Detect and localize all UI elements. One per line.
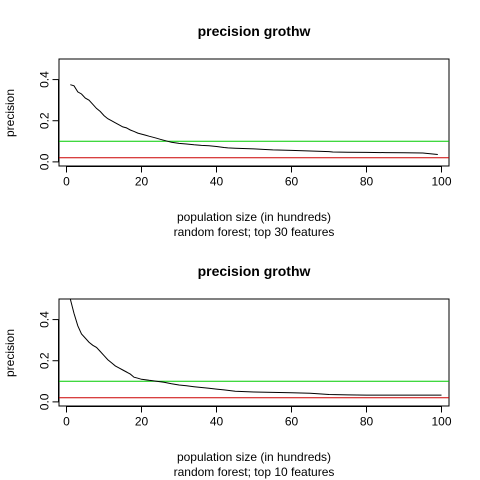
panel-2-x-axis: 0 20 40 60 80 100 (63, 406, 452, 429)
panel-1-series-line-1 (70, 84, 438, 155)
panel-1-y-tick-label: 0.2 (38, 112, 52, 129)
panel-2-x-tick-label: 20 (135, 415, 149, 429)
panel-1-y-tick-label: 0.0 (38, 153, 52, 170)
panel-2-series (69, 298, 442, 396)
panel-1-y-tick-label: 0.4 (38, 71, 52, 88)
panel-2-x-tick-label: 0 (63, 415, 70, 429)
panel-2-series-line-1 (69, 298, 442, 396)
panel-2-title: precision grothw (198, 263, 311, 279)
panel-1-x-axis-label: population size (in hundreds) (177, 210, 331, 224)
panel-2: precision grothw population size (in hun… (3, 263, 452, 479)
panel-1-x-tick-label: 0 (63, 175, 70, 189)
panel-2-x-axis-label: population size (in hundreds) (177, 450, 331, 464)
panel-1-x-tick-label: 40 (210, 175, 224, 189)
panel-2-y-tick-label: 0.0 (38, 393, 52, 410)
panel-2-x-tick-label: 60 (285, 415, 299, 429)
panel-1-x-tick-label: 80 (360, 175, 374, 189)
panel-1: precision grothw population size (in hun… (3, 23, 452, 239)
panel-2-y-axis-label: precision (3, 329, 17, 377)
panel-1-y-axis: 0.0 0.2 0.4 (38, 71, 59, 170)
panel-1-x-tick-label: 60 (285, 175, 299, 189)
panel-2-subtitle: random forest; top 10 features (174, 465, 335, 479)
panel-2-x-tick-label: 100 (431, 415, 451, 429)
panel-1-series (70, 84, 438, 155)
panel-2-reference-lines (59, 380, 449, 399)
panel-1-reference-lines (59, 140, 449, 159)
panel-2-y-axis: 0.0 0.2 0.4 (38, 311, 59, 410)
panel-2-x-tick-label: 80 (360, 415, 374, 429)
panel-1-title: precision grothw (198, 23, 311, 39)
panel-2-y-tick-label: 0.4 (38, 311, 52, 328)
panel-1-y-axis-label: precision (3, 89, 17, 137)
panel-1-x-tick-label: 20 (135, 175, 149, 189)
panel-1-x-axis: 0 20 40 60 80 100 (63, 166, 452, 189)
panel-1-subtitle: random forest; top 30 features (174, 225, 335, 239)
panel-2-y-tick-label: 0.2 (38, 352, 52, 369)
panel-1-x-tick-label: 100 (431, 175, 451, 189)
panel-2-x-tick-label: 40 (210, 415, 224, 429)
